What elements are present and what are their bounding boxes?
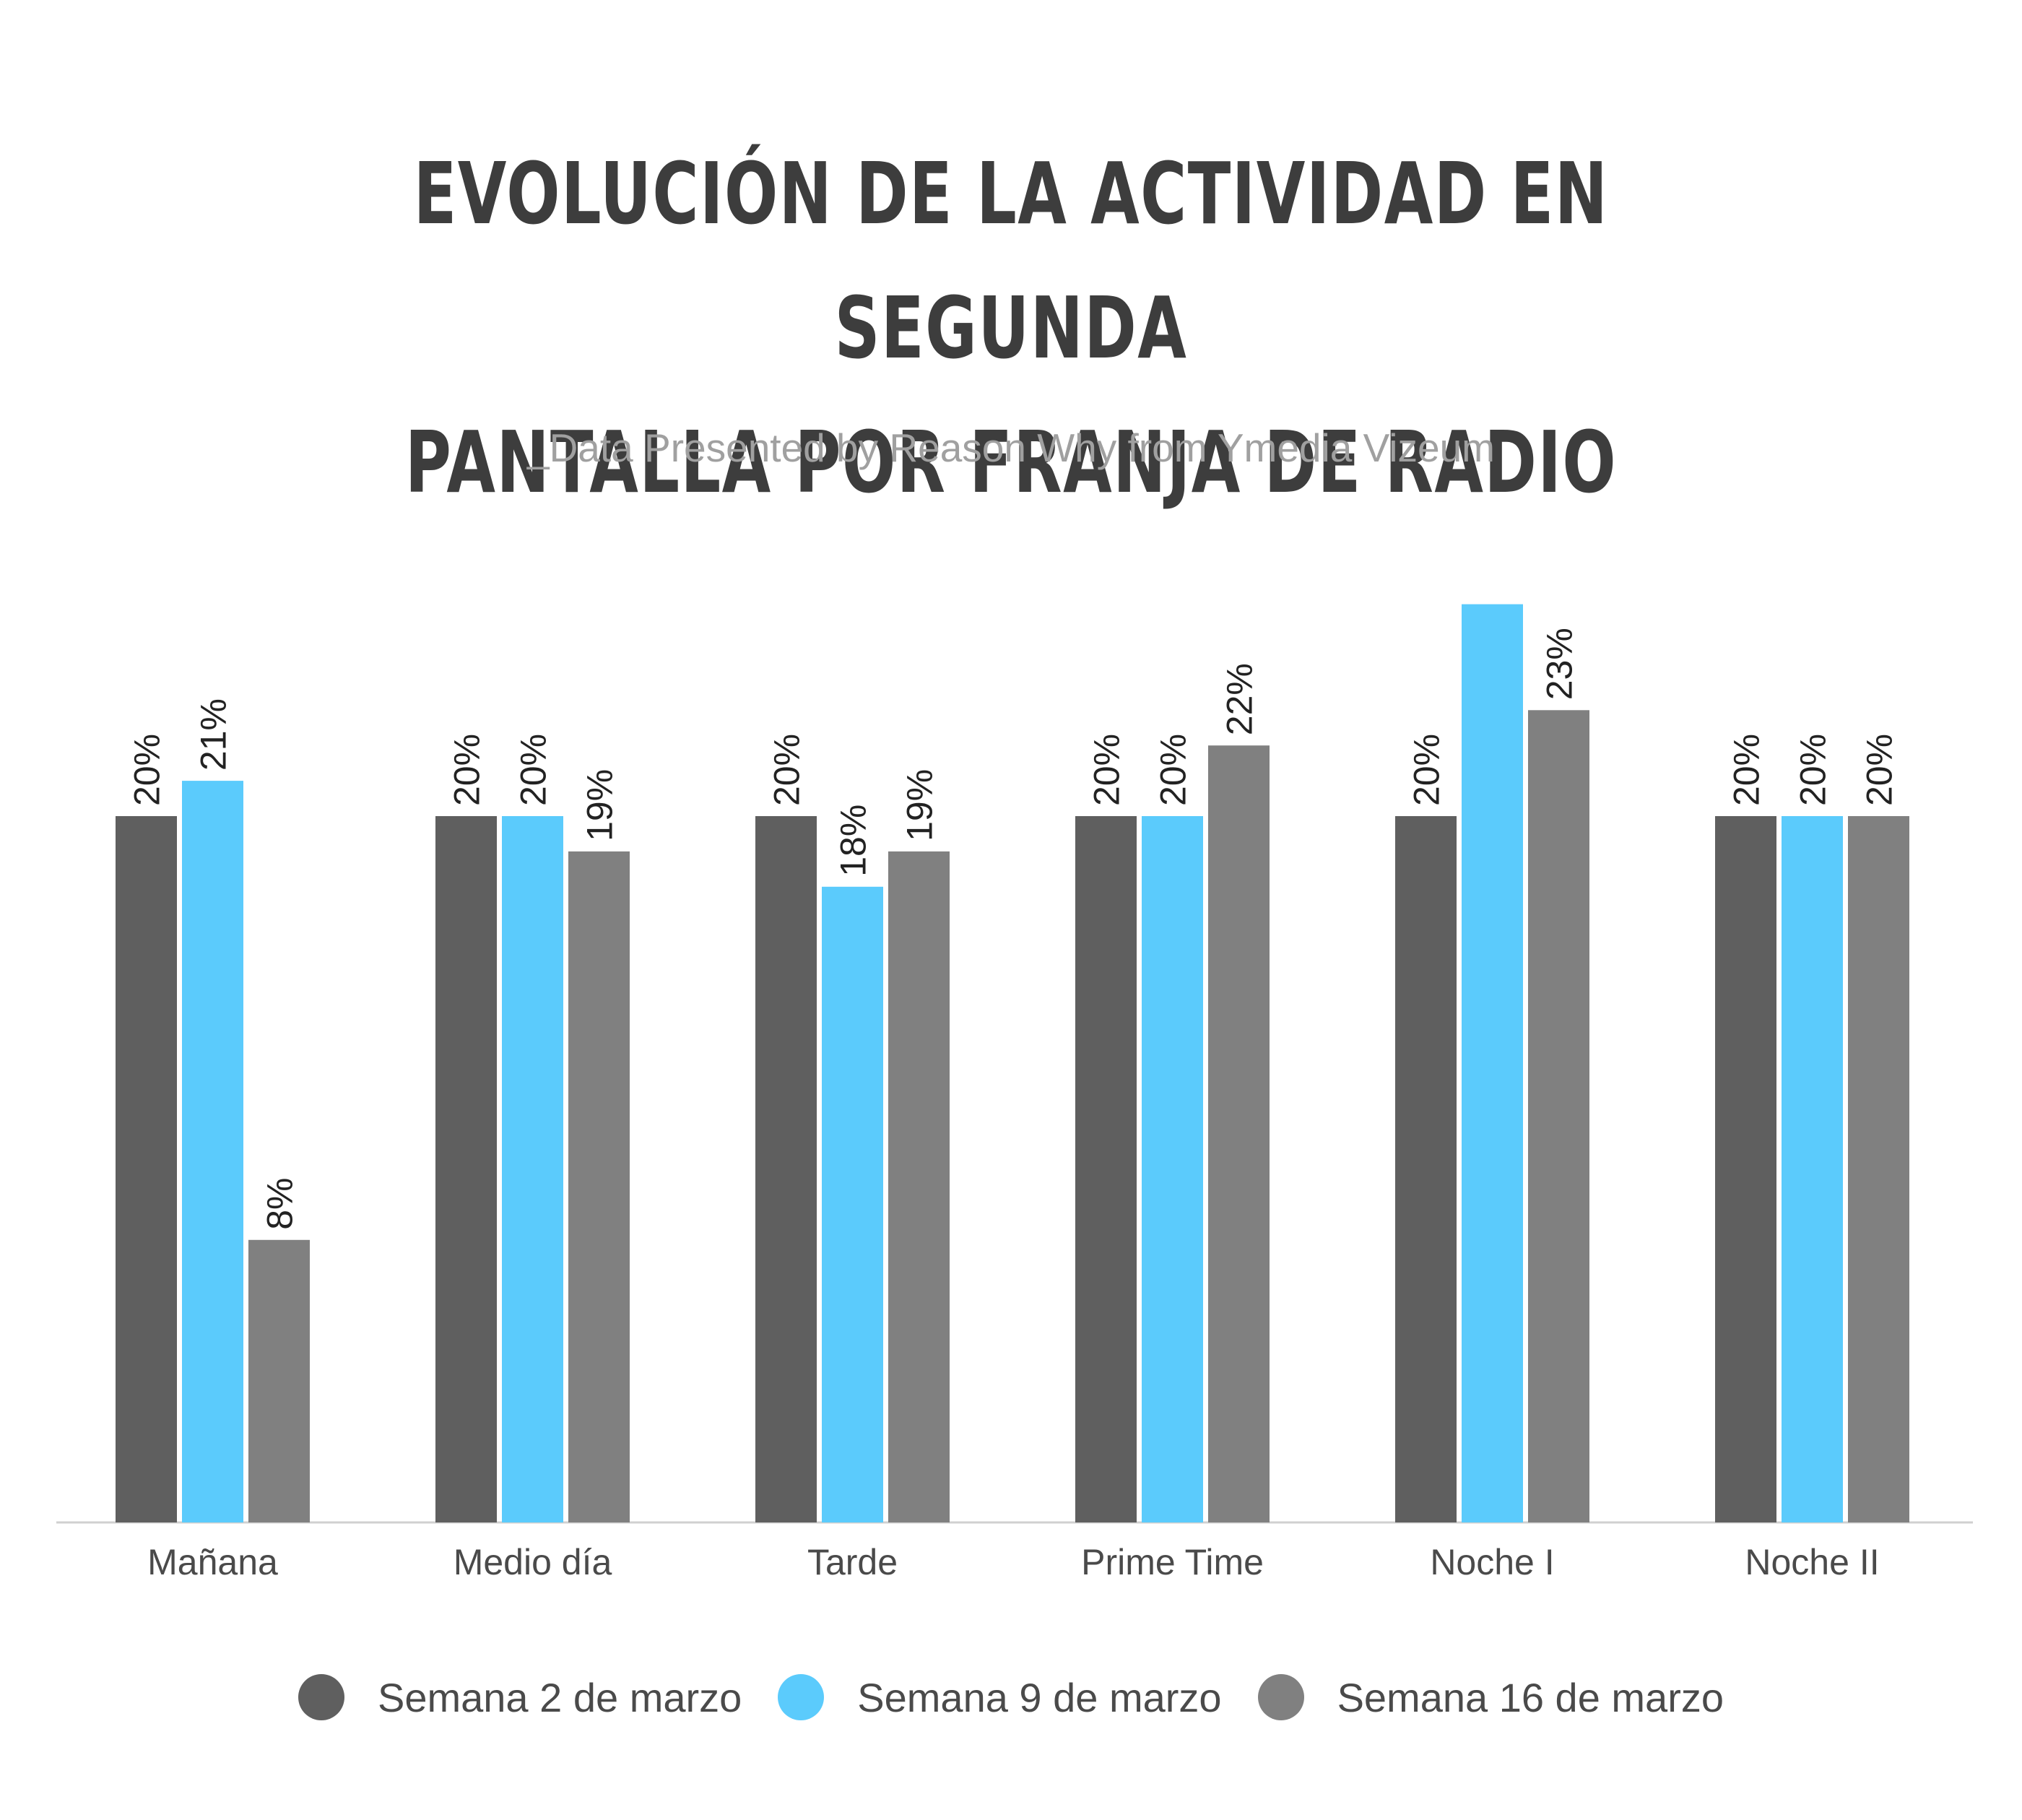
data-label-3-2: 19%: [580, 769, 620, 841]
bar-1-4: [1075, 816, 1137, 1522]
data-label-3-3: 19%: [900, 769, 940, 841]
data-label-2-6: 20%: [1793, 734, 1834, 806]
bar-2-2: [502, 816, 563, 1522]
legend-label-series-2: Semana 9 de marzo: [857, 1674, 1222, 1720]
category-label-2: Medio día: [454, 1542, 612, 1582]
data-label-2-1: 21%: [194, 698, 234, 771]
bar-chart: 20% 21% 8% Mañana 20% 20% 19% Medio día 20% 18% 19…: [56, 604, 1973, 1582]
bar-1-3: [755, 816, 817, 1522]
data-label-2-3: 18%: [833, 805, 874, 877]
category-label-3: Tarde: [807, 1542, 898, 1582]
category-label-1: Mañana: [147, 1542, 278, 1582]
data-label-2-2: 20%: [513, 734, 554, 806]
data-label-3-6: 20%: [1860, 734, 1900, 806]
chart-title-line-1: EVOLUCIÓN DE LA ACTIVIDAD EN SEGUNDA: [413, 144, 1609, 378]
category-label-5: Noche I: [1430, 1542, 1554, 1582]
bar-3-4: [1208, 745, 1270, 1522]
legend: Semana 2 de marzo Semana 9 de marzo Sema…: [0, 1665, 2022, 1730]
category-label-4: Prime Time: [1081, 1542, 1264, 1582]
legend-label-series-3: Semana 16 de marzo: [1337, 1674, 1724, 1720]
data-label-3-5: 23%: [1540, 628, 1580, 700]
legend-swatch-series-2: [778, 1674, 825, 1720]
bar-1-6: [1715, 816, 1776, 1522]
legend-item-series-3: Semana 16 de marzo: [1257, 1674, 1724, 1721]
data-label-1-5: 20%: [1407, 734, 1447, 806]
category-label-6: Noche II: [1745, 1542, 1879, 1582]
legend-item-series-1: Semana 2 de marzo: [298, 1674, 742, 1721]
legend-swatch-series-1: [298, 1674, 344, 1720]
bar-3-1: [248, 1239, 310, 1522]
data-label-1-6: 20%: [1727, 734, 1767, 806]
bar-1-2: [435, 816, 497, 1522]
bar-2-3: [822, 886, 883, 1522]
data-label-1-2: 20%: [447, 734, 487, 806]
chart-subtitle: _Data Presented by Reason Why from Ymedi…: [526, 425, 1495, 470]
bar-2-1: [182, 781, 243, 1522]
bar-3-5: [1528, 710, 1589, 1522]
bar-2-5: [1462, 604, 1523, 1522]
bar-1-5: [1395, 816, 1457, 1522]
bar-3-6: [1848, 816, 1909, 1522]
legend-swatch-series-3: [1257, 1674, 1304, 1720]
data-label-1-4: 20%: [1087, 734, 1127, 806]
data-label-2-4: 20%: [1153, 734, 1194, 806]
bar-3-3: [888, 851, 950, 1522]
legend-item-series-2: Semana 9 de marzo: [778, 1674, 1222, 1721]
data-label-1-1: 20%: [127, 734, 168, 806]
data-label-3-1: 8%: [260, 1178, 300, 1230]
bar-1-1: [116, 816, 177, 1522]
bar-2-6: [1782, 816, 1843, 1522]
chart-title: EVOLUCIÓN DE LA ACTIVIDAD EN SEGUNDA PAN…: [263, 126, 1759, 529]
data-label-1-3: 20%: [767, 734, 807, 806]
data-label-3-4: 22%: [1220, 663, 1260, 735]
bar-3-2: [568, 851, 630, 1522]
chart-title-line-2: PANTALLA POR FRANJA DE RADIO: [404, 412, 1618, 512]
legend-label-series-1: Semana 2 de marzo: [378, 1674, 742, 1720]
bar-2-4: [1142, 816, 1203, 1522]
